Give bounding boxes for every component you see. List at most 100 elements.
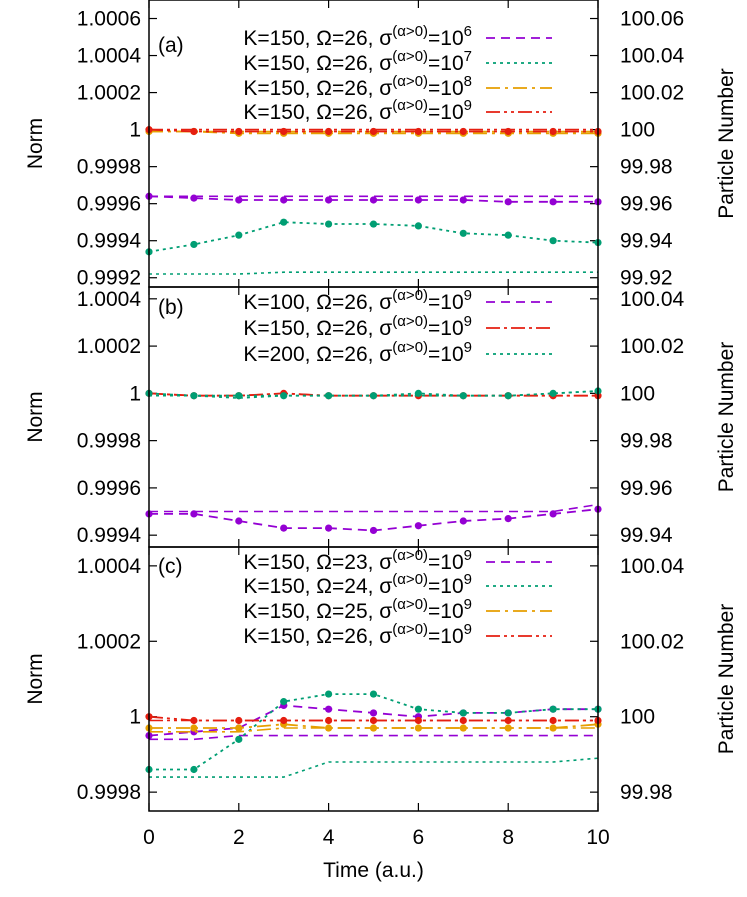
norm-point	[190, 194, 198, 202]
y-tick-label: 1	[129, 382, 141, 405]
series-c-2	[145, 690, 602, 778]
norm-point	[280, 716, 288, 725]
norm-point	[459, 196, 467, 204]
y-tick-label: 0.9998	[77, 430, 141, 453]
norm-point	[459, 716, 467, 725]
y-tick-label: 0.9994	[77, 230, 142, 253]
norm-point	[549, 724, 557, 732]
norm-point	[235, 392, 243, 400]
series-c-3	[145, 720, 602, 733]
y-tick-label: 0.9996	[77, 193, 141, 216]
norm-point	[504, 127, 512, 136]
y2-axis-label: Particle Number	[715, 68, 738, 219]
norm-point	[369, 716, 378, 725]
norm-point	[280, 127, 288, 136]
y2-tick-label: 100.04	[620, 288, 685, 311]
panel-b: Norm Particle Number 1.0004 1.0002 1 0.9998 0.…	[24, 286, 738, 548]
legend-entry: K=100, Ω=26, σ(α>0)=109	[243, 287, 472, 314]
norm-point	[235, 724, 243, 732]
norm-point	[325, 524, 333, 532]
y-tick-label: 1	[129, 119, 141, 142]
y-tick-label: 1.0002	[77, 630, 141, 653]
norm-point	[190, 724, 198, 732]
norm-point	[459, 517, 467, 525]
norm-point	[325, 705, 333, 713]
norm-point	[325, 220, 333, 228]
norm-point	[235, 735, 243, 743]
norm-point	[369, 127, 378, 136]
y-tick-label: 1.0006	[77, 8, 141, 31]
y2-tick-label: 99.96	[620, 477, 673, 500]
particle-number-line	[149, 271, 598, 275]
norm-point	[549, 237, 557, 245]
y-tick-label: 0.9992	[77, 267, 141, 290]
norm-point	[325, 392, 333, 400]
norm-point	[369, 196, 378, 204]
norm-point	[414, 716, 422, 725]
y-tick-label: 0.9998	[77, 781, 141, 804]
y2-tick-label: 99.96	[620, 193, 673, 216]
legend-entry: K=150, Ω=24, σ(α>0)=109	[243, 571, 472, 598]
particle-number-line	[149, 734, 598, 741]
norm-point	[369, 526, 378, 535]
norm-point	[235, 127, 243, 136]
norm-point	[369, 724, 378, 732]
series-a-1	[145, 192, 602, 206]
y-tick-label: 0.9996	[77, 477, 141, 500]
norm-point	[369, 220, 378, 228]
norm-point	[549, 127, 557, 136]
y-axis-label: Norm	[24, 391, 47, 442]
norm-point	[459, 229, 467, 237]
y-tick-label: 1.0004	[77, 45, 142, 68]
norm-point	[190, 765, 198, 774]
y2-axis-label: Particle Number	[715, 342, 738, 493]
norm-point	[280, 698, 288, 706]
legend-entry: K=150, Ω=26, σ(α>0)=107	[243, 48, 472, 75]
norm-point	[459, 392, 467, 400]
y2-tick-label: 100	[620, 706, 655, 729]
norm-point	[190, 392, 198, 400]
y2-axis-label: Particle Number	[715, 604, 738, 755]
norm-point	[414, 127, 422, 136]
y-axis-label: Norm	[24, 653, 47, 704]
y2-tick-label: 100.02	[620, 630, 684, 653]
norm-point	[325, 690, 333, 698]
norm-point	[414, 196, 422, 204]
norm-point	[459, 709, 467, 717]
norm-point	[414, 724, 422, 732]
y2-tick-label: 99.92	[620, 267, 673, 290]
y2-tick-label: 100.06	[620, 8, 684, 31]
norm-point	[369, 690, 378, 698]
x-tick-label: 4	[323, 826, 335, 849]
norm-point	[235, 196, 243, 204]
y-axis-label: Norm	[24, 118, 47, 169]
legend-entry: K=150, Ω=26, σ(α>0)=106	[243, 23, 472, 50]
norm-point	[504, 231, 512, 239]
norm-point	[280, 196, 288, 204]
norm-point	[549, 705, 557, 713]
legend-entry: K=150, Ω=23, σ(α>0)=109	[243, 547, 472, 574]
norm-point	[549, 716, 557, 725]
y2-tick-label: 99.94	[620, 524, 673, 547]
norm-point	[549, 510, 557, 518]
particle-number-line	[149, 503, 599, 513]
norm-point	[280, 392, 288, 400]
series-b-3	[145, 387, 602, 400]
x-tick-label: 6	[413, 826, 425, 849]
norm-point	[325, 716, 333, 725]
norm-point	[325, 196, 333, 204]
norm-point	[190, 240, 198, 249]
panel-a: Norm Particle Number 1.0006 1.0004 1.0002 1 0.…	[24, 0, 738, 290]
plot-frame	[148, 546, 599, 812]
norm-point	[459, 724, 467, 732]
y2-tick-label: 99.98	[620, 156, 673, 179]
y2-tick-label: 100.04	[620, 555, 685, 578]
legend-entry: K=150, Ω=26, σ(α>0)=109	[243, 621, 472, 648]
series-b-1	[145, 503, 602, 535]
panel-label: (b)	[158, 296, 184, 319]
y2-tick-label: 100.02	[620, 335, 684, 358]
legend-entry: K=150, Ω=26, σ(α>0)=109	[243, 313, 472, 340]
norm-point	[235, 231, 243, 239]
